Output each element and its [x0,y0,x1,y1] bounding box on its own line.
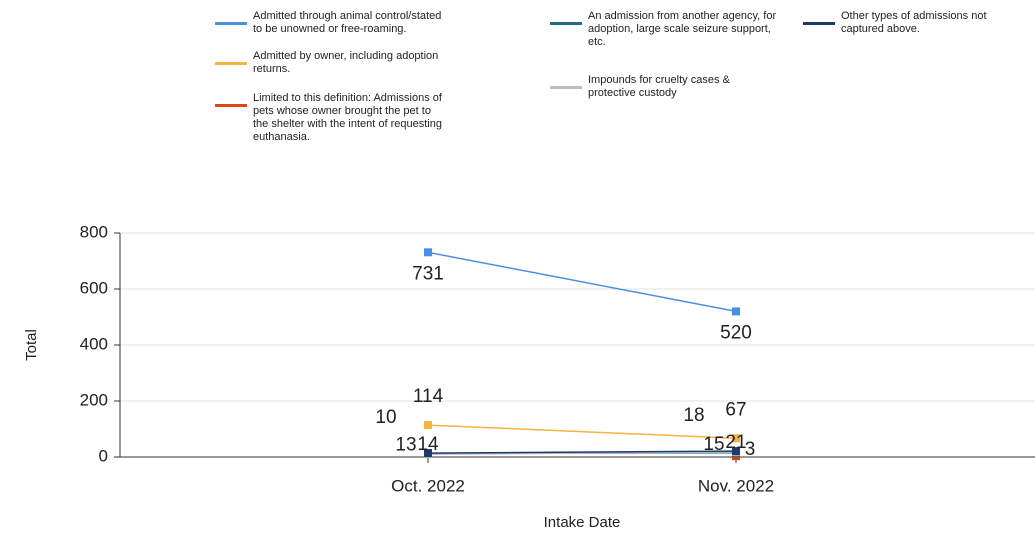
series-line [427,450,737,454]
point [424,248,432,257]
legend-swatch [550,22,582,25]
point [732,434,740,443]
x-axis-label: Intake Date [544,514,621,531]
legend-label: Impounds for cruelty cases & protective … [588,74,730,99]
x-tick-label: Nov. 2022 [698,476,774,495]
legend-swatch [215,104,247,107]
y-tick-label: 400 [80,334,108,353]
legend-label: Other types of admissions not captured a… [841,10,987,35]
data-label: 731 [412,263,444,284]
legend-label: An admission from another agency, for ad… [588,10,777,48]
data-label: 3 [745,439,756,460]
data-label: 10 [375,407,396,428]
legend-label: Admitted through animal control/stated t… [253,10,442,35]
legend-swatch [550,86,582,89]
y-tick-label: 0 [99,446,108,465]
y-tick-label: 200 [80,390,108,409]
legend-swatch [215,22,247,25]
legend-item: An admission from another agency, for ad… [550,10,778,49]
x-tick-label: Oct. 2022 [391,476,465,495]
y-tick-label: 600 [80,278,108,297]
legend-swatch [803,22,835,25]
legend-item: Limited to this definition: Admissions o… [215,92,443,144]
series-line [427,451,737,455]
series-line [427,251,737,313]
data-label: 114 [413,386,444,407]
legend-label: Admitted by owner, including adoption re… [253,50,439,75]
legend-swatch [215,62,247,65]
legend-item: Other types of admissions not captured a… [803,10,991,36]
point [732,307,740,316]
data-label: 18 [683,405,704,426]
data-label: 67 [725,399,746,420]
data-label: 21 [725,432,746,453]
y-axis-label: Total [23,329,40,361]
legend-label: Limited to this definition: Admissions o… [253,92,442,143]
point [424,421,432,430]
data-label: 13 [395,434,416,455]
legend-item: Admitted through animal control/stated t… [215,10,443,36]
data-label: 520 [720,322,752,343]
data-label: 14 [417,434,439,455]
point [732,447,740,456]
point [424,449,432,458]
data-label: 15 [703,434,724,455]
legend-item: Impounds for cruelty cases & protective … [550,74,778,100]
y-tick-label: 800 [80,222,108,241]
legend-item: Admitted by owner, including adoption re… [215,50,443,76]
series-line [427,424,737,439]
